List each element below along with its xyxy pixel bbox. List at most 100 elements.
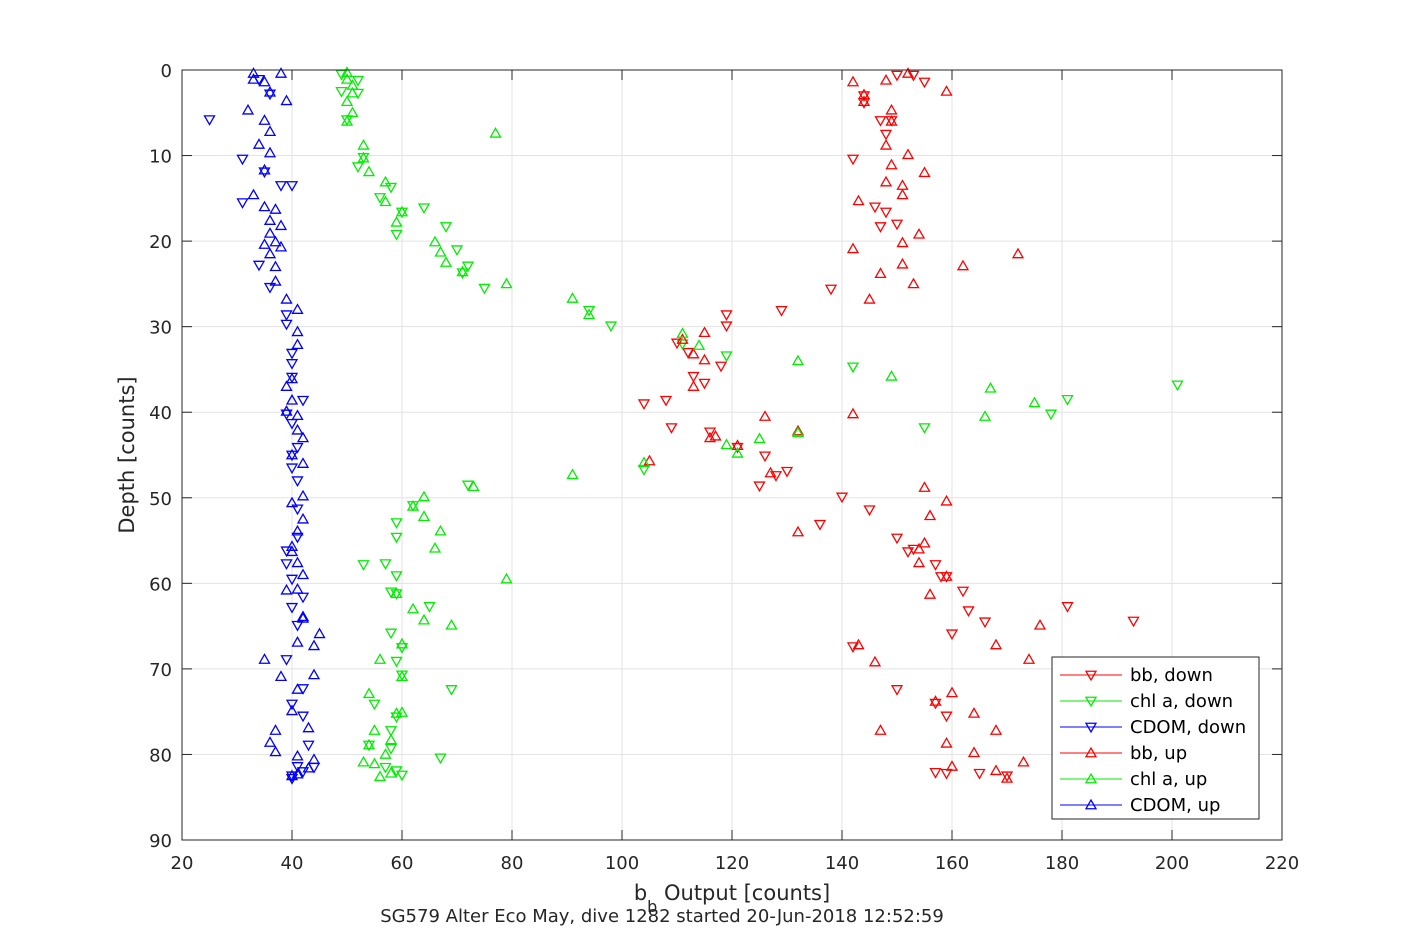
data-point [885,158,898,170]
data-series [203,66,1184,785]
data-point [461,480,475,492]
data-point [703,427,717,439]
data-point [1000,771,1014,783]
data-point [263,736,277,747]
x-tick-label: 60 [391,853,414,874]
data-point [604,321,618,333]
data-point [291,749,304,761]
data-point [395,637,409,649]
data-point [918,536,931,548]
data-point [346,106,359,118]
data-point [896,236,909,248]
data-point [390,532,403,544]
data-point [252,138,266,149]
data-point [450,245,464,256]
data-point [676,339,689,351]
data-point [390,215,403,227]
data-point [868,655,882,667]
data-point [703,431,717,443]
data-point [1028,396,1041,408]
data-point [291,524,304,536]
data-point [780,466,794,478]
legend-marker [1084,670,1098,682]
data-point [912,542,926,554]
data-point [379,195,392,207]
data-point [379,559,392,570]
data-point [687,371,700,383]
data-point [285,393,299,405]
data-point [973,768,986,780]
data-point [929,698,942,710]
data-point [263,214,277,225]
data-point [285,769,299,781]
data-point [852,194,865,206]
data-point [907,70,920,82]
x-tick-label: 180 [1045,853,1079,874]
data-point [258,238,271,249]
legend-label: bb, up [1130,743,1187,764]
data-point [285,574,299,586]
data-point [417,613,431,625]
data-point [296,711,310,723]
x-tick-label: 100 [605,853,639,874]
series-chl-a-up [340,66,1041,782]
data-point [274,219,288,231]
x-axis-label-subscript: b [647,897,657,916]
data-point [758,410,772,421]
data-point [269,235,282,247]
data-point [291,556,304,568]
data-point [285,704,299,716]
data-point [307,668,321,680]
data-point [698,378,711,390]
data-point [918,166,931,178]
legend-marker [1084,772,1098,784]
data-point [384,766,398,778]
data-point [566,468,579,480]
data-point [901,547,915,558]
y-tick-label: 10 [149,147,172,168]
data-point [351,162,365,173]
x-axis-label-suffix: Output [counts] [657,881,830,905]
data-point [461,261,475,273]
y-tick-label: 30 [149,318,172,339]
data-point [714,361,728,373]
data-point [285,448,299,460]
data-point [879,73,893,85]
data-point [984,381,997,393]
data-point [362,738,376,750]
data-point [813,519,827,531]
data-point [791,424,805,436]
data-point [489,127,502,138]
data-point [296,489,310,501]
data-point [698,326,711,338]
data-point [890,533,904,545]
data-point [929,560,942,571]
data-point [291,636,304,647]
data-point [879,129,893,141]
data-point [302,740,315,752]
data-point [417,203,431,215]
data-point [296,512,310,524]
data-point [285,181,299,192]
data-point [340,115,354,126]
data-point [285,545,299,557]
data-point [280,655,293,666]
data-point [280,583,293,595]
data-point [335,86,348,98]
data-point [890,219,904,231]
data-point [302,721,315,733]
data-point [241,103,255,115]
data-point [340,95,354,107]
data-point [296,457,310,468]
data-point [1044,409,1058,421]
data-point [274,240,288,252]
data-point [258,653,271,664]
data-point [291,504,304,516]
data-point [676,327,689,338]
data-point [720,310,733,321]
data-point [307,753,321,764]
data-point [846,242,860,254]
legend: bb, down chl a, down CDOM, down bb, up chl a… [1051,656,1260,820]
data-point [698,353,711,365]
data-point [291,583,304,594]
